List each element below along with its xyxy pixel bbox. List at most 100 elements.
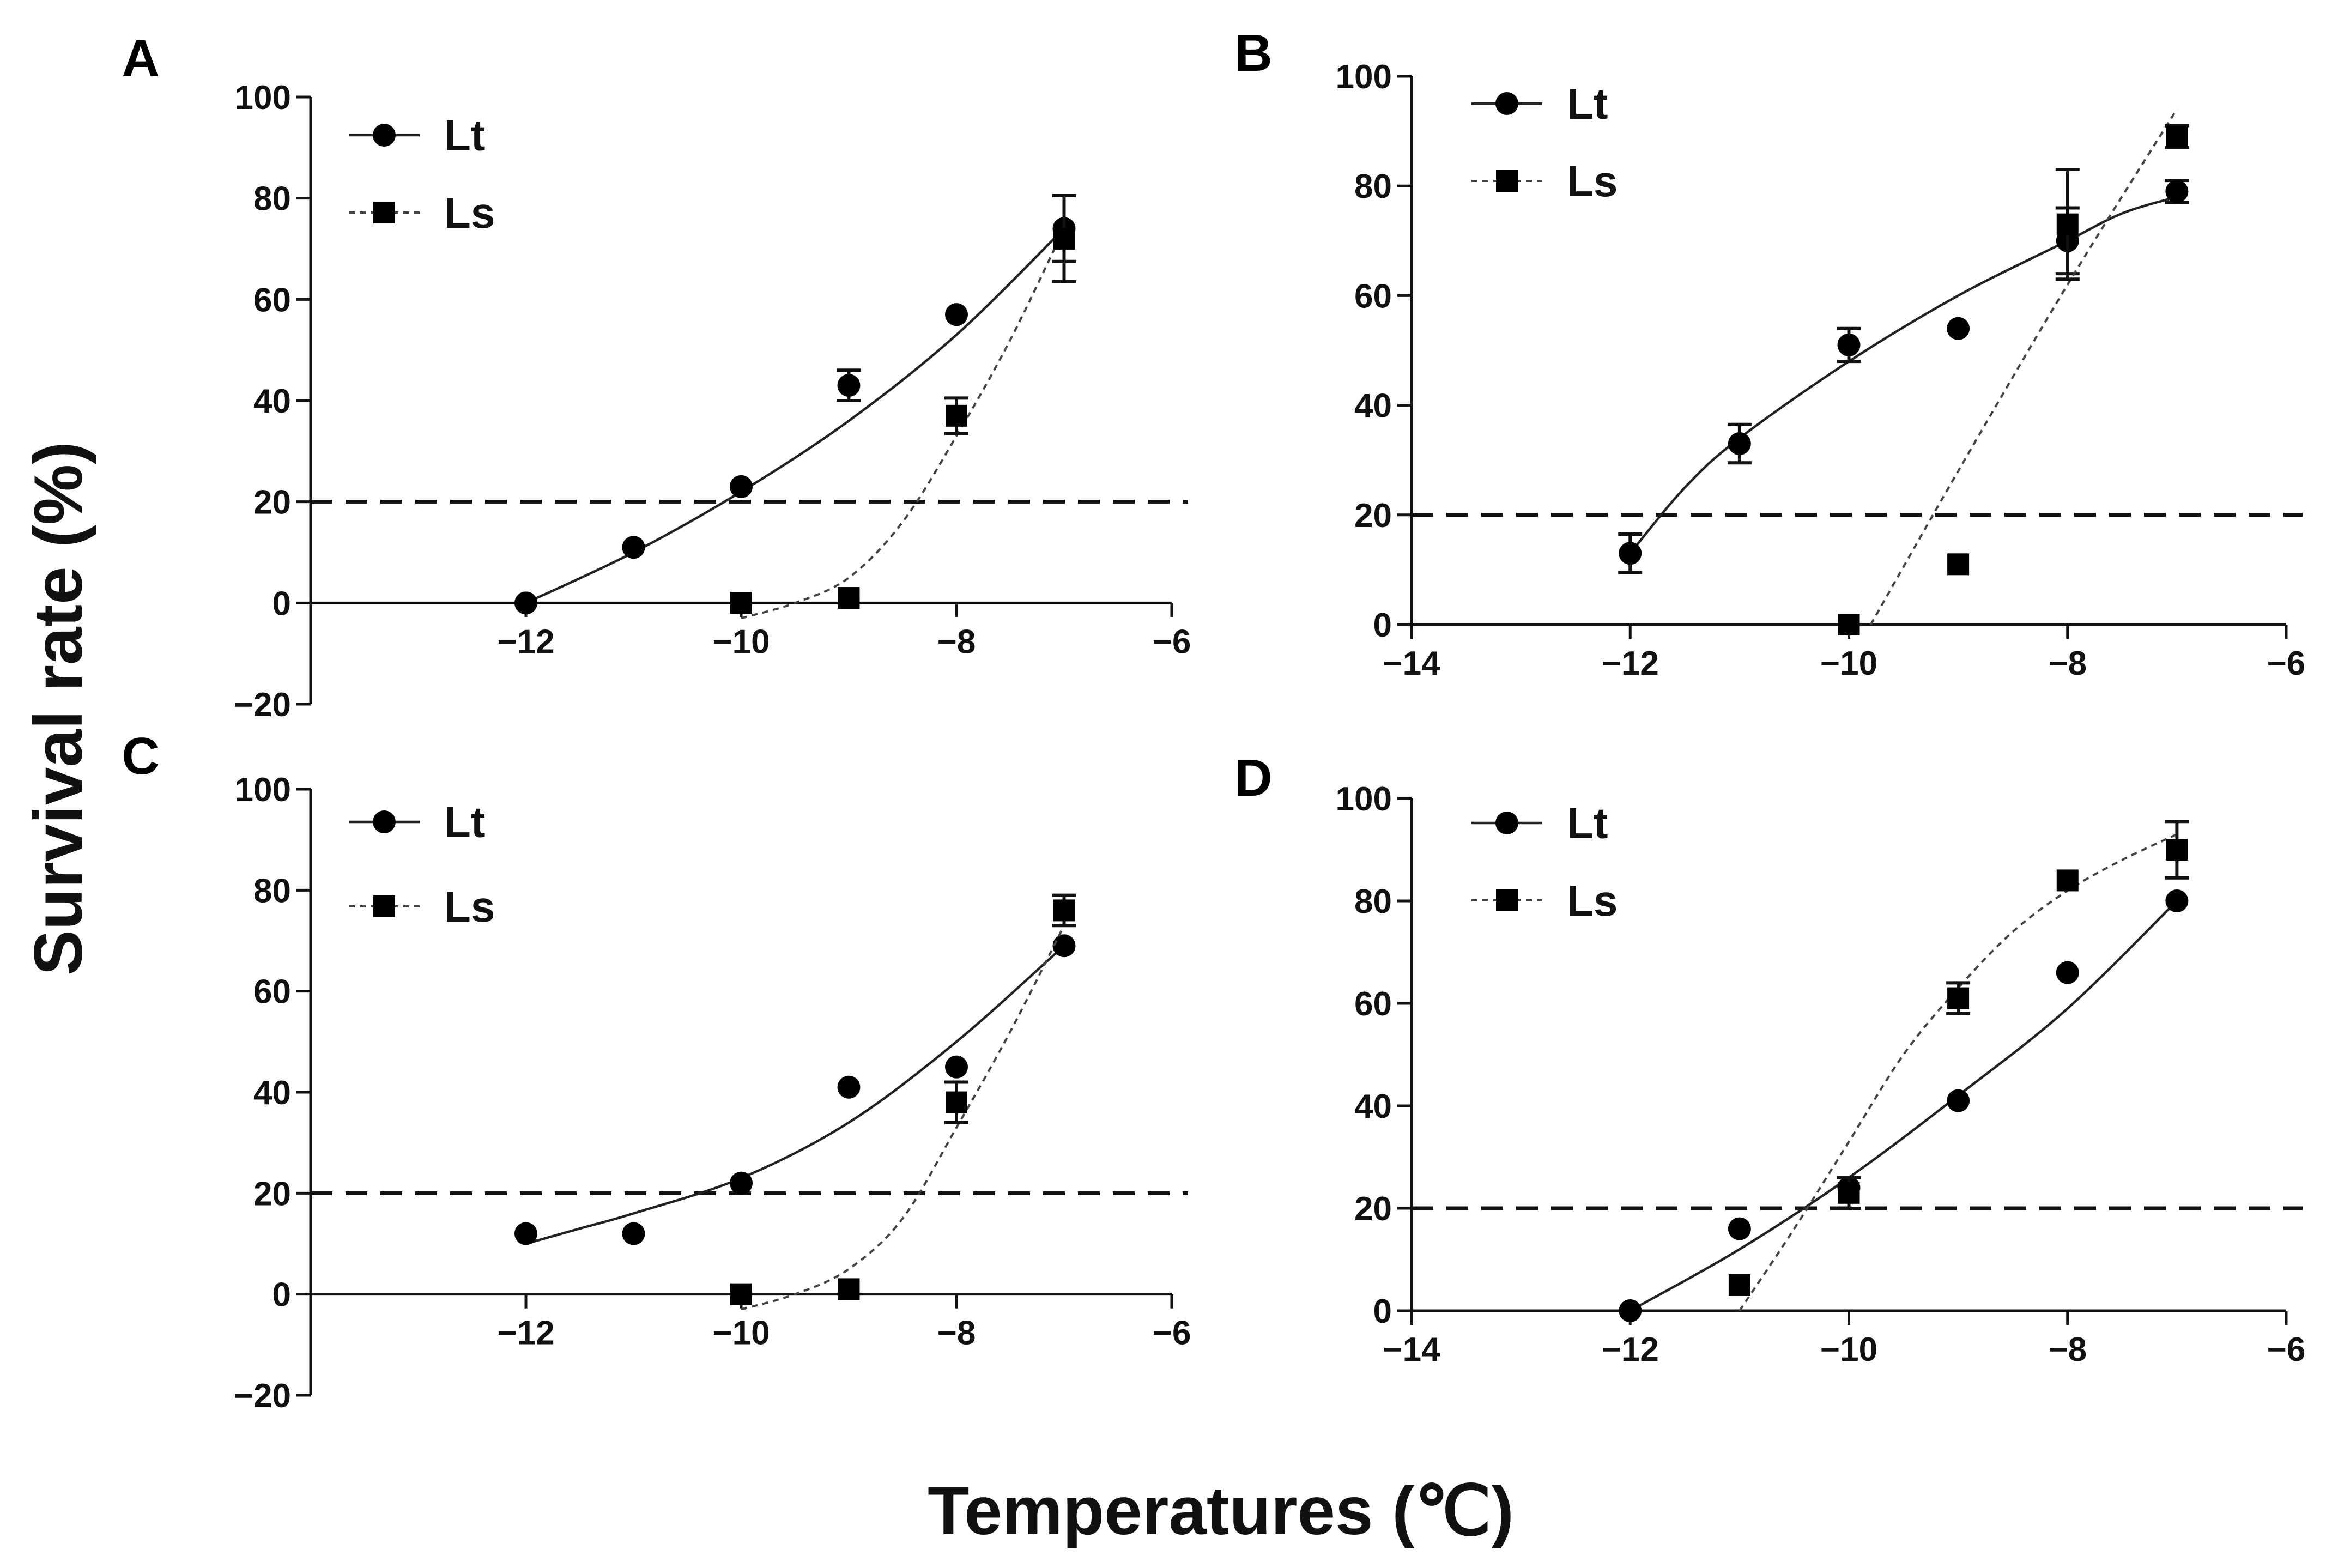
y-tick-label: 100 (1336, 780, 1392, 818)
x-tick-label: −6 (1153, 1315, 1191, 1352)
data-point-lt (1052, 934, 1076, 958)
x-tick-label: −12 (1602, 645, 1659, 682)
legend-marker-lt (373, 124, 396, 147)
data-point-lt (622, 536, 645, 559)
data-point-lt (2165, 180, 2189, 203)
data-point-lt (1728, 432, 1751, 456)
legend-marker-ls (1496, 170, 1518, 192)
data-point-lt (514, 591, 537, 615)
y-tick-label: 60 (253, 973, 291, 1011)
y-tick-label: 0 (1373, 1293, 1392, 1330)
y-tick-label: 20 (1354, 1190, 1392, 1228)
legend-label-ls: Ls (444, 189, 495, 237)
data-point-lt (1728, 1217, 1751, 1240)
legend-marker-ls (373, 202, 395, 223)
fit-curve-lt (525, 227, 1065, 604)
x-tick-label: −6 (1153, 623, 1191, 661)
y-tick-label: 100 (235, 771, 291, 809)
y-tick-label: 0 (1373, 607, 1392, 644)
panel-b: B 0 20 40 60 80 100 −14 −12 −10 −8 −6 Lt Ls (1234, 24, 2305, 682)
data-point-ls (730, 592, 752, 614)
data-point-lt (514, 1222, 537, 1245)
y-tick-label: 0 (272, 585, 291, 622)
y-tick-label: 40 (253, 1074, 291, 1112)
data-point-lt (945, 303, 968, 326)
data-point-ls (2056, 869, 2079, 892)
data-point-ls (946, 404, 967, 427)
data-point-ls (2056, 213, 2079, 235)
data-point-lt (1619, 1299, 1642, 1322)
panel-letter: D (1234, 749, 1272, 807)
panel-letter: A (122, 29, 159, 88)
x-tick-label: −10 (712, 1315, 770, 1352)
data-point-ls (1947, 987, 1970, 1009)
x-tick-label: −12 (1602, 1331, 1659, 1369)
fit-curve-lt (1629, 196, 2178, 554)
legend-label-lt: Lt (444, 798, 486, 846)
y-tick-label: 60 (1354, 985, 1392, 1023)
data-point-lt (730, 475, 753, 498)
x-tick-label: −8 (2048, 1331, 2087, 1369)
fit-curve-lt (1630, 900, 2178, 1312)
legend-marker-lt (1495, 92, 1518, 115)
fit-curve-lt (525, 945, 1065, 1245)
data-point-ls (838, 1278, 860, 1300)
data-point-ls (946, 1091, 967, 1113)
x-tick-label: −8 (937, 1315, 976, 1352)
data-point-lt (837, 374, 861, 397)
panel-d: D 0 20 40 60 80 100 −14 −12 −10 −8 −6 Lt Ls (1234, 749, 2305, 1369)
data-point-ls (1053, 899, 1075, 922)
y-tick-label: 40 (1354, 1088, 1392, 1125)
x-tick-label: −14 (1383, 645, 1440, 682)
data-point-ls (2166, 839, 2188, 861)
y-tick-label: 100 (1336, 58, 1392, 96)
legend-marker-ls (1496, 889, 1518, 911)
y-tick-label: 80 (253, 872, 291, 910)
data-point-lt (837, 1075, 861, 1099)
legend-marker-ls (373, 895, 395, 917)
y-tick-label: 40 (1354, 388, 1392, 425)
data-point-ls (1947, 553, 1970, 576)
panel-letter: C (122, 727, 159, 785)
data-point-ls (1838, 1182, 1860, 1204)
y-tick-label: 0 (272, 1276, 291, 1314)
y-tick-label: 80 (253, 180, 291, 218)
x-tick-label: −10 (1820, 645, 1877, 682)
y-tick-label: 20 (253, 484, 291, 522)
data-point-ls (2166, 125, 2188, 148)
fit-curve-ls (1739, 833, 2178, 1312)
data-point-lt (622, 1222, 645, 1245)
data-point-lt (1837, 333, 1861, 356)
y-tick-label: 60 (253, 281, 291, 319)
data-point-lt (945, 1055, 968, 1079)
data-point-lt (1947, 1089, 1970, 1112)
fit-curve-ls (1869, 108, 2178, 625)
legend-label-ls: Ls (1567, 157, 1618, 205)
data-point-lt (1619, 542, 1642, 565)
legend-marker-lt (1495, 812, 1518, 834)
x-tick-label: −8 (937, 623, 976, 661)
data-point-ls (838, 587, 860, 609)
panel-c: C −20 0 20 40 60 80 100 −12 −10 −8 −6 Lt Ls (122, 727, 1191, 1415)
legend-label-ls: Ls (444, 882, 495, 931)
data-point-lt (730, 1171, 753, 1195)
y-tick-label: −20 (234, 1377, 291, 1415)
x-tick-label: −6 (2267, 1331, 2306, 1369)
y-tick-label: 20 (1354, 497, 1392, 535)
y-axis-title: Survival rate (%) (21, 441, 96, 976)
x-tick-label: −10 (712, 623, 770, 661)
legend-label-lt: Lt (1567, 80, 1608, 128)
y-tick-label: 60 (1354, 277, 1392, 315)
data-point-ls (730, 1283, 752, 1305)
x-tick-label: −8 (2048, 645, 2087, 682)
legend-label-lt: Lt (1567, 799, 1608, 847)
y-tick-label: 80 (1354, 883, 1392, 921)
y-tick-label: −20 (234, 686, 291, 724)
data-point-ls (1838, 614, 1860, 635)
panel-a: A −20 0 20 40 60 80 100 −12 −10 −8 −6 Lt Ls (122, 29, 1191, 724)
y-tick-label: 20 (253, 1175, 291, 1213)
y-tick-label: 80 (1354, 168, 1392, 205)
x-axis-title: Temperatures (℃) (928, 1473, 1514, 1549)
